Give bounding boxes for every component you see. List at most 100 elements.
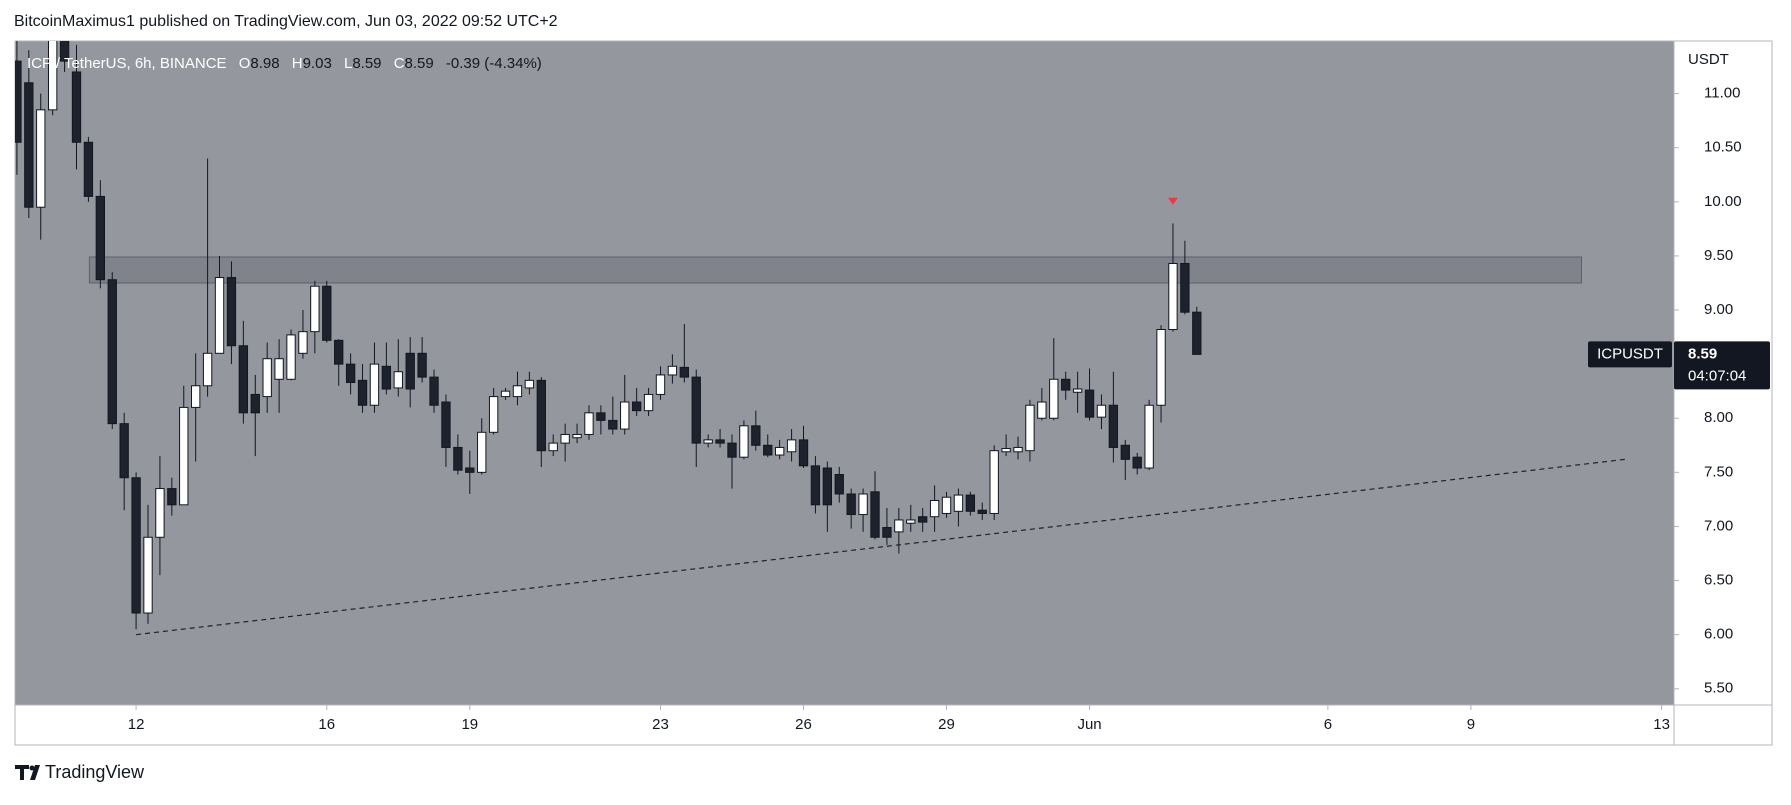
y-tick-label: 9.00 <box>1704 301 1733 318</box>
candle-body <box>512 385 523 398</box>
legend-value: 8.98 <box>250 55 279 72</box>
candle-body <box>1156 328 1166 406</box>
legend-value: 9.03 <box>303 55 332 72</box>
candle-body <box>1132 456 1142 469</box>
candle-body <box>822 467 833 506</box>
candle-body <box>989 450 999 514</box>
candle-body <box>1013 446 1023 453</box>
candle-body <box>286 334 296 380</box>
legend-label: C <box>394 55 405 72</box>
candle-body <box>727 442 737 458</box>
x-tick-label: Jun <box>1077 716 1101 733</box>
candle-body <box>59 41 70 62</box>
candle-body <box>155 488 165 538</box>
resistance-zone <box>88 256 1583 284</box>
candle-body <box>500 390 511 398</box>
candle-body <box>47 41 58 111</box>
candle-body <box>524 379 535 389</box>
x-tick-label: 9 <box>1467 716 1475 733</box>
candle-body <box>977 509 987 514</box>
candle-body <box>1072 388 1083 393</box>
candle-body <box>322 285 332 341</box>
y-tick-label: 7.00 <box>1704 517 1733 534</box>
x-tick-label: 16 <box>318 716 335 733</box>
candle-body <box>1180 262 1190 313</box>
candle-body <box>214 277 225 354</box>
x-tick-label: 29 <box>938 716 955 733</box>
candle-body <box>739 425 749 458</box>
candle-body <box>179 406 189 506</box>
candle-body <box>596 412 606 421</box>
candle-body <box>429 376 439 406</box>
candle-body <box>846 493 856 516</box>
candle-body <box>1108 404 1119 448</box>
y-tick-label: 10.00 <box>1704 193 1742 210</box>
candle-body <box>1192 311 1202 355</box>
candle-body <box>1001 448 1011 453</box>
legend-label: O <box>239 55 251 72</box>
candle-body <box>1084 389 1095 418</box>
y-tick-label: 10.50 <box>1704 139 1742 156</box>
x-tick-label: 13 <box>1653 716 1670 733</box>
legend-label: H <box>292 55 303 72</box>
candle-body <box>751 425 761 446</box>
price-badge-countdown: 04:07:04 <box>1688 367 1746 384</box>
x-tick-label: 6 <box>1324 716 1332 733</box>
candle-body <box>667 365 678 376</box>
candle-body <box>1049 378 1059 419</box>
candle-body <box>965 494 976 512</box>
candle-body <box>536 379 546 452</box>
trendline <box>136 458 1625 636</box>
candle-body <box>334 339 344 365</box>
legend-symbol: ICP / TetherUS, 6h, BINANCE <box>27 55 227 72</box>
candle-body <box>906 519 916 524</box>
candle-body <box>643 393 654 412</box>
candle-body <box>191 385 201 408</box>
candle-body <box>381 365 392 390</box>
x-tick-label: 19 <box>461 716 478 733</box>
candle-body <box>202 352 213 387</box>
y-tick-label: 6.50 <box>1704 572 1733 589</box>
price-badge-value: 8.59 <box>1688 345 1717 362</box>
candle-body <box>453 446 463 471</box>
candle-body <box>417 352 427 378</box>
candle-body <box>620 401 630 430</box>
candle-body <box>798 439 809 467</box>
candle-body <box>774 446 785 456</box>
candle-body <box>1120 444 1130 460</box>
candle-body <box>310 285 320 333</box>
candle-body <box>560 433 570 444</box>
logo-icon <box>15 765 40 780</box>
candle-body <box>1061 378 1071 391</box>
y-tick-label: 9.50 <box>1704 247 1733 264</box>
candle-body <box>631 401 642 412</box>
candle-body <box>584 412 594 435</box>
candle-body <box>107 279 117 425</box>
candle-body <box>83 141 94 197</box>
candle-body <box>572 433 582 439</box>
tradingview-logo <box>15 765 40 780</box>
ohlc-legend: ICP / TetherUS, 6h, BINANCE O8.98 H9.03 … <box>27 55 542 72</box>
candle-body <box>858 493 868 516</box>
signal-marker <box>1167 197 1178 205</box>
candle-body <box>250 393 260 414</box>
candle-body <box>810 465 821 506</box>
candle-body <box>691 376 701 444</box>
x-tick-label: 26 <box>795 716 812 733</box>
x-tick-label: 23 <box>652 716 669 733</box>
candle-body <box>298 331 308 354</box>
candle-body <box>167 488 177 506</box>
candle-body <box>894 519 904 533</box>
candle-body <box>15 60 22 143</box>
candle-body <box>262 358 272 398</box>
x-tick-label: 12 <box>128 716 145 733</box>
candle-body <box>119 423 129 479</box>
candle-body <box>357 379 368 406</box>
candle-body <box>24 82 34 208</box>
candle-body <box>763 444 773 456</box>
y-tick-label: 11.00 <box>1704 85 1740 102</box>
symbol-badge <box>1588 341 1672 368</box>
legend-label: L <box>344 55 352 72</box>
